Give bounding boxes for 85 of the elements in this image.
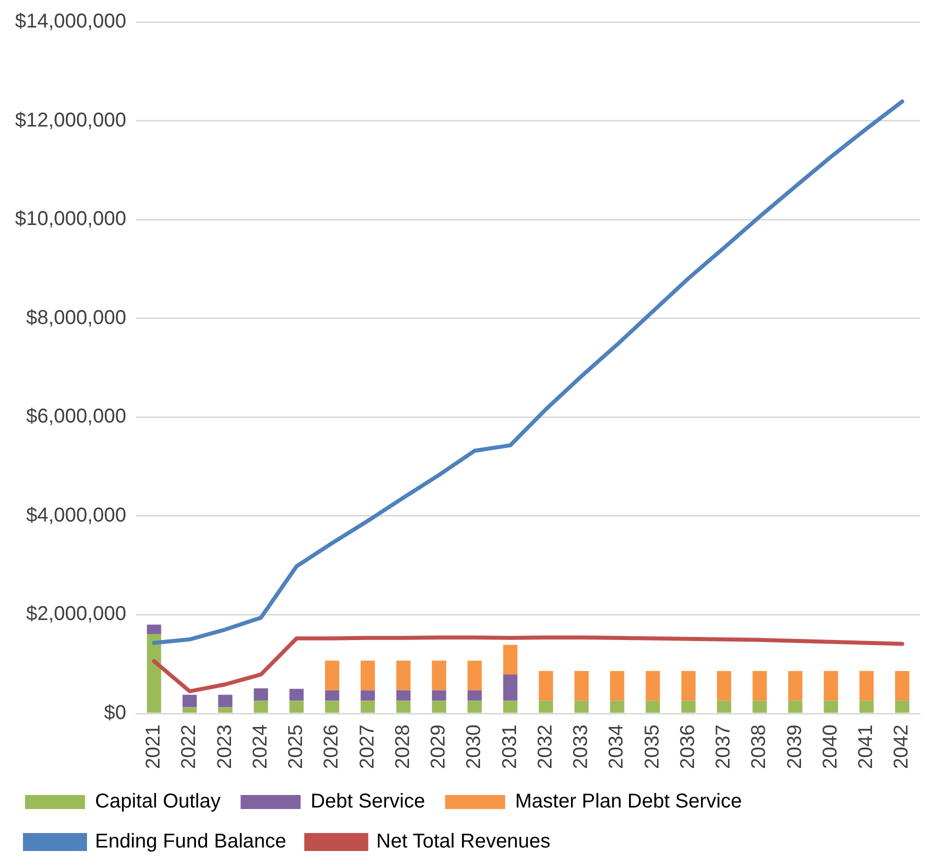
x-tick-label: 2022 [178,724,200,770]
bar [752,671,767,701]
y-tick-label: $10,000,000 [14,208,126,230]
bar [146,624,162,634]
bar [254,700,268,713]
bar [788,700,802,713]
bar [468,700,482,713]
bar [859,700,874,713]
y-tick-label: $8,000,000 [26,306,126,329]
x-tick-label: 2040 [819,724,842,770]
bar [360,700,375,713]
bar [396,660,411,690]
x-tick-label: 2042 [890,724,913,770]
bar [895,700,910,713]
bar [503,644,518,674]
x-tick-label: 2029 [428,724,450,770]
bar [468,690,482,701]
bar [325,690,340,701]
x-tick-label: 2035 [641,724,664,770]
bar [788,671,802,701]
bar [681,700,696,713]
x-tick-label: 2025 [285,724,308,770]
x-tick-label: 2039 [784,724,806,770]
x-tick-label: 2030 [463,724,486,770]
bar [859,671,874,701]
bar [146,634,162,713]
bar [254,688,268,701]
x-tick-label: 2032 [534,724,556,770]
bar [646,700,660,713]
bar [432,660,446,690]
x-tick-label: 2038 [748,724,770,770]
bar [325,660,340,690]
y-tick-label: $6,000,000 [26,406,126,428]
x-tick-label: 2031 [498,724,521,770]
y-tick-label: $4,000,000 [26,504,126,526]
bar [824,700,838,713]
x-tick-label: 2028 [392,724,414,770]
y-tick-label: $2,000,000 [26,603,126,626]
x-tick-label: 2037 [712,724,735,770]
x-tick-label: 2027 [356,724,378,770]
legend-label: Ending Fund Balance [95,830,286,853]
bar [503,674,518,701]
bar [895,671,910,701]
bar [396,690,411,701]
bar [182,707,197,713]
bar [752,700,767,713]
bar [503,700,518,713]
y-tick-label: $14,000,000 [14,10,126,33]
x-tick-label: 2036 [676,724,699,770]
bar [646,671,660,701]
bar [468,660,482,690]
bar [396,700,411,713]
bar [538,671,554,701]
x-tick-label: 2023 [214,724,236,770]
bar [182,694,197,708]
x-tick-label: 2033 [570,724,592,770]
bar [574,671,589,701]
x-tick-label: 2041 [855,724,878,770]
y-tick-label: $12,000,000 [14,109,126,132]
x-tick-label: 2034 [606,724,628,770]
x-tick-label: 2024 [249,724,272,770]
bar [289,700,304,713]
bar [218,694,232,708]
bar [610,700,624,713]
bar [289,688,304,701]
bar [360,660,375,690]
bar [574,700,589,713]
bar [538,700,554,713]
bar [824,671,838,701]
bar [681,671,696,701]
x-tick-label: 2026 [320,724,343,770]
legend-label: Net Total Revenues [376,830,550,853]
legend-label: Master Plan Debt Service [515,790,742,813]
bar [432,690,446,701]
y-tick-label: $0 [104,702,126,724]
bar [610,671,624,701]
bar [432,700,446,713]
bar [716,671,732,701]
bar [218,707,232,713]
bar [716,700,732,713]
bar [360,690,375,701]
x-tick-label: 2021 [142,724,165,770]
bar [325,700,340,713]
legend-label: Debt Service [310,790,426,813]
legend-label: Capital Outlay [95,790,221,813]
